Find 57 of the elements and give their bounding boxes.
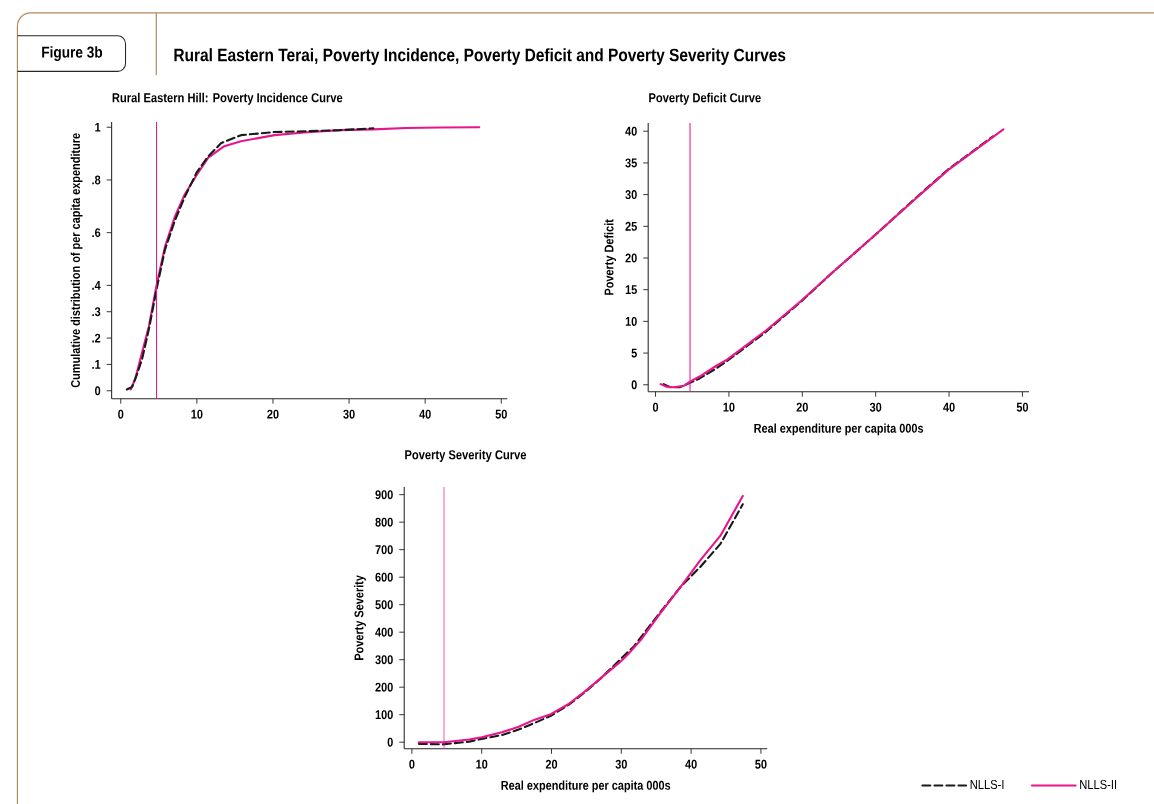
x-tick-label: 50 [495, 409, 507, 419]
y-tick-label: .6 [92, 228, 101, 237]
x-tick-label: 30 [615, 759, 627, 769]
y-tick-label: 100 [375, 710, 393, 720]
legend-label: NLLS-II [1080, 779, 1117, 789]
y-tick-label: 10 [625, 316, 637, 326]
x-axis-title: Real expenditure per capita 000s [754, 423, 924, 436]
x-tick-label: 40 [685, 759, 697, 769]
y-tick-label: 900 [375, 490, 393, 500]
y-tick-label: 0 [387, 737, 393, 747]
y-tick-label: 600 [375, 572, 393, 582]
y-axis-title: Poverty Deficit [604, 219, 617, 295]
y-tick-label: 25 [625, 221, 637, 231]
y-axis-title: Poverty Severity [354, 575, 366, 660]
y-tick-label: 400 [375, 627, 393, 637]
x-tick-label: 50 [1016, 402, 1029, 412]
x-tick-label: 0 [652, 402, 659, 412]
y-tick-label: 500 [375, 600, 393, 610]
x-tick-label: 10 [476, 759, 488, 769]
y-tick-label: .2 [92, 333, 101, 343]
x-tick-label: 0 [118, 409, 124, 419]
y-tick-label: 15 [625, 285, 637, 294]
y-tick-label: 20 [625, 253, 637, 263]
y-tick-label: .8 [92, 175, 101, 185]
text: Rural Eastern Terai, Poverty Incidence, Poverty Deficit and Poverty Severity Curves [174, 47, 786, 65]
y-tick-label: 5 [631, 348, 637, 358]
y-tick-label: 0 [631, 380, 637, 390]
x-tick-label: 20 [267, 409, 279, 419]
y-tick-label: 35 [625, 158, 637, 168]
y-tick-label: 200 [375, 682, 393, 692]
y-tick-label: 1 [95, 122, 101, 132]
y-tick-label: 40 [625, 126, 637, 136]
y-axis-title: Cumulative distribution of per capita expenditure [70, 133, 83, 388]
y-tick-label: 30 [625, 189, 637, 199]
x-tick-label: 20 [796, 402, 808, 412]
y-tick-label: .1 [92, 359, 101, 369]
y-tick-label: 300 [375, 655, 393, 665]
chart-title: Poverty Deficit Curve [649, 92, 761, 105]
chart-title: Rural Eastern Hill: Poverty Incidence Curve [112, 92, 343, 105]
y-tick-label: .3 [92, 307, 101, 317]
x-tick-label: 10 [723, 402, 735, 412]
legend-label: NLLS-I [970, 779, 1004, 789]
y-tick-label: 700 [375, 545, 393, 555]
x-tick-label: 20 [545, 759, 558, 769]
x-tick-label: 40 [943, 402, 955, 412]
chart-title: Poverty Severity Curve [405, 449, 527, 462]
y-tick-label: .4 [92, 280, 101, 290]
x-tick-label: 50 [755, 759, 767, 769]
x-tick-label: 30 [343, 409, 355, 419]
x-tick-label: 0 [409, 759, 415, 769]
y-tick-label: 800 [375, 517, 393, 527]
x-axis-title: Real expenditure per capita 000s [501, 780, 671, 793]
y-tick-label: 0 [95, 386, 101, 396]
x-tick-label: 40 [419, 409, 431, 419]
x-tick-label: 10 [191, 409, 203, 419]
x-tick-label: 30 [869, 402, 882, 412]
caption: Figure 3b [42, 45, 103, 61]
